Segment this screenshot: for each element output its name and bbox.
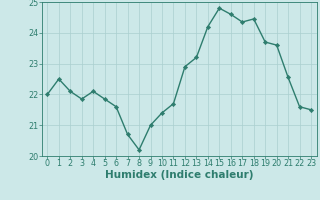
X-axis label: Humidex (Indice chaleur): Humidex (Indice chaleur) [105,170,253,180]
